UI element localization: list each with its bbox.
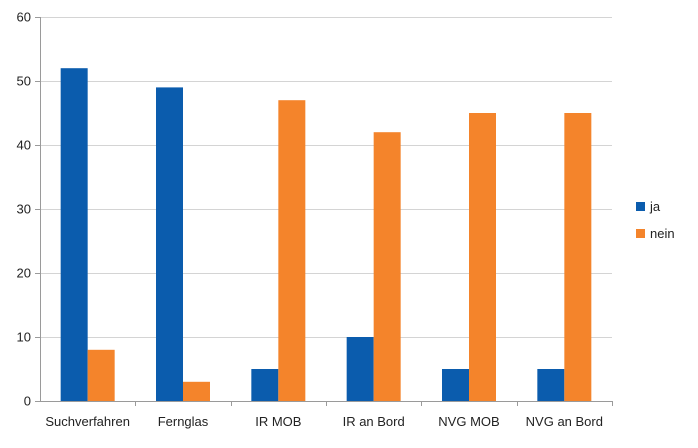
y-tick-label: 0	[24, 394, 31, 409]
x-tick-label: Fernglas	[158, 414, 209, 429]
x-tick-label: IR MOB	[255, 414, 301, 429]
tick-labels: 0 10 20 30 40 50 60 Suchverfahren Fernglas IR MOB…	[17, 10, 603, 430]
y-tick-label: 40	[17, 138, 31, 153]
bar-ja-4	[442, 369, 469, 401]
legend-swatch-nein	[636, 229, 645, 238]
bar-nein-2	[278, 100, 306, 401]
legend: ja nein	[636, 199, 675, 241]
bar-nein-4	[469, 113, 496, 401]
bar-ja-0	[60, 68, 88, 401]
bar-ja-3	[346, 337, 374, 401]
bar-nein-5	[564, 113, 592, 401]
bar-ja-5	[537, 369, 565, 401]
bar-nein-0	[87, 349, 115, 401]
y-tick-label: 20	[17, 266, 31, 281]
legend-label-ja: ja	[649, 199, 661, 214]
legend-swatch-ja	[636, 202, 645, 211]
gridlines	[40, 17, 612, 338]
y-tick-label: 30	[17, 202, 31, 217]
bar-nein-3	[373, 132, 401, 401]
x-tick-label: NVG an Bord	[526, 414, 603, 429]
legend-label-nein: nein	[650, 226, 675, 241]
y-tick-label: 50	[17, 74, 31, 89]
x-tick-label: NVG MOB	[438, 414, 499, 429]
y-tick-label: 10	[17, 330, 31, 345]
bar-nein-1	[183, 381, 210, 401]
x-tick-label: Suchverfahren	[45, 414, 130, 429]
y-tick-label: 60	[17, 10, 31, 25]
bars	[60, 68, 592, 402]
axes	[35, 17, 613, 406]
bar-ja-1	[156, 87, 183, 402]
x-tick-label: IR an Bord	[343, 414, 405, 429]
bar-ja-2	[251, 369, 279, 401]
